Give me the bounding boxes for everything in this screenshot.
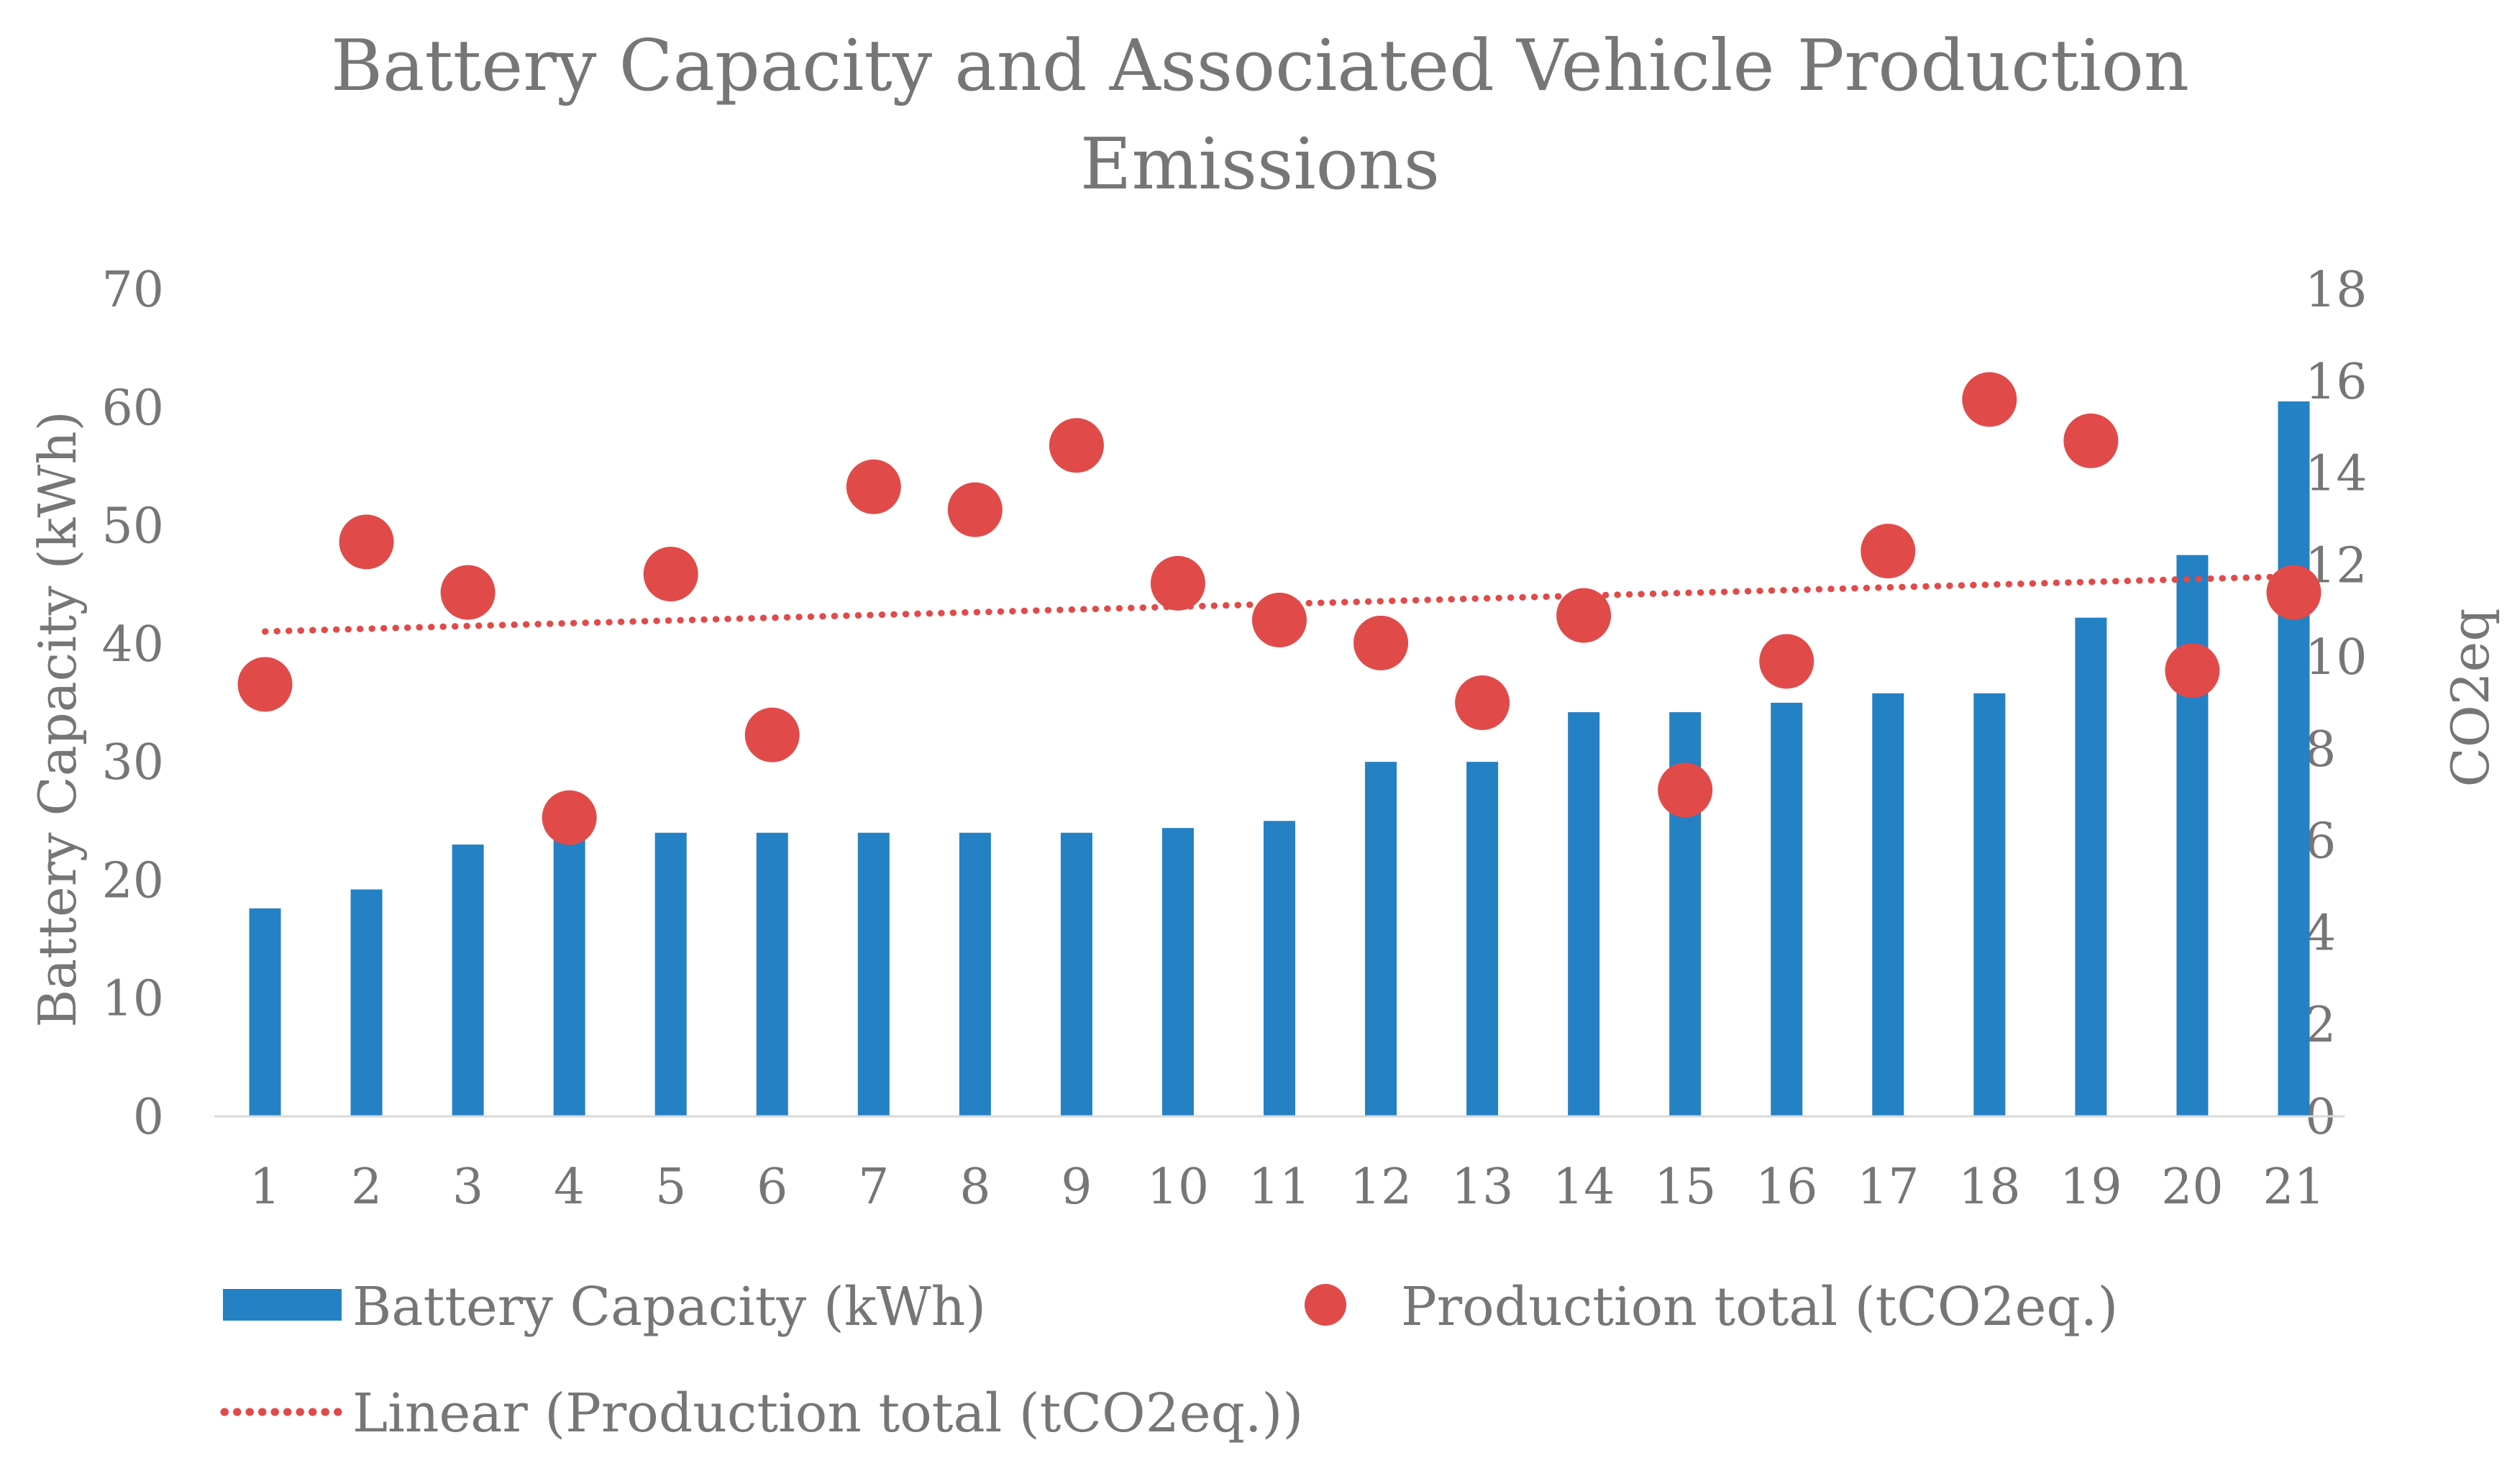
data-point [2063,413,2119,468]
bar [2075,617,2107,1116]
legend-swatch-battery [223,1289,342,1321]
chart-title-line-2: Emissions [1080,124,1440,206]
data-point [237,657,293,712]
data-point [2165,643,2220,698]
y-tick-label: 40 [101,616,164,673]
x-tick-label: 3 [452,1159,483,1216]
data-point [846,459,901,514]
x-tick-label: 17 [1857,1159,1919,1216]
bar [1771,703,1803,1116]
data-point [2266,565,2322,620]
legend: Battery Capacity (kWh) Production total … [220,1276,2118,1444]
bar [1466,762,1499,1116]
data-point [1759,634,1814,689]
legend-label-linear: Linear (Production total (tCO2eq.)) [352,1382,1303,1444]
bar [1568,712,1600,1116]
x-tick-label: 15 [1654,1159,1717,1216]
y2-tick-label: 8 [2305,721,2336,778]
x-tick-label: 21 [2263,1159,2325,1216]
data-point [1252,593,1307,647]
y-tick-label: 50 [101,498,164,555]
x-tick-label: 8 [959,1159,990,1216]
bar [1365,762,1397,1116]
bar [857,832,890,1116]
x-tick-label: 20 [2161,1159,2224,1216]
x-tick-label: 11 [1248,1159,1311,1216]
x-tick-label: 18 [1958,1159,2021,1216]
data-point [1658,762,1713,818]
data-point [643,547,698,602]
data-point [1861,524,1916,579]
bar [1872,693,1904,1116]
legend-label-production: Production total (tCO2eq.) [1401,1276,2118,1338]
chart-title-line-1: Battery Capacity and Associated Vehicle … [331,25,2189,107]
x-tick-label: 4 [554,1159,585,1216]
x-tick-label: 6 [757,1159,788,1216]
data-point [440,565,496,620]
data-point [1455,675,1510,730]
data-point [1049,418,1104,473]
x-tick-label: 9 [1061,1159,1092,1216]
legend-label-battery: Battery Capacity (kWh) [352,1276,986,1338]
y2-tick-label: 10 [2305,629,2368,686]
bar [249,908,281,1116]
y2-axis-title: CO2eq [2440,609,2501,788]
y-tick-label: 30 [101,734,164,791]
y2-tick-label: 18 [2305,262,2368,319]
bar [452,844,484,1116]
bar [2278,401,2310,1116]
x-tick-label: 12 [1350,1159,1412,1216]
data-point [1962,372,2017,427]
x-tick-label: 19 [2060,1159,2122,1216]
bar [959,832,991,1116]
bar [350,889,383,1116]
bar [553,832,585,1116]
bar [2176,555,2209,1116]
y-axis-title: Battery Capacity (kWh) [27,411,88,1027]
x-tick-label: 1 [250,1159,280,1216]
y2-tick-label: 4 [2305,905,2336,962]
y2-tick-label: 16 [2305,354,2368,411]
y2-tick-label: 6 [2305,814,2336,870]
x-tick-label: 2 [351,1159,382,1216]
legend-marker-production [1305,1284,1346,1326]
bar [1060,832,1092,1116]
bar [1161,828,1194,1116]
y-tick-label: 10 [101,971,164,1028]
data-point [947,482,1003,537]
data-point [1556,588,1612,643]
bar [654,832,687,1116]
x-tick-label: 13 [1451,1159,1514,1216]
x-tick-label: 14 [1553,1159,1615,1216]
y2-tick-label: 2 [2305,997,2336,1054]
data-point [744,707,800,762]
y-tick-label: 0 [133,1089,164,1146]
bar [1264,821,1295,1116]
y-tick-label: 20 [101,852,164,909]
bar [756,832,788,1116]
data-point [339,514,394,570]
x-tick-label: 10 [1147,1159,1210,1216]
x-tick-label: 7 [858,1159,889,1216]
y-tick-label: 60 [101,380,164,437]
bar [1973,693,2006,1116]
y-tick-label: 70 [101,262,164,319]
data-point [1353,615,1409,670]
data-point [542,790,597,845]
x-tick-label: 5 [655,1159,686,1216]
x-tick-label: 16 [1756,1159,1818,1216]
y2-tick-label: 14 [2305,446,2368,503]
data-point [1150,555,1205,611]
